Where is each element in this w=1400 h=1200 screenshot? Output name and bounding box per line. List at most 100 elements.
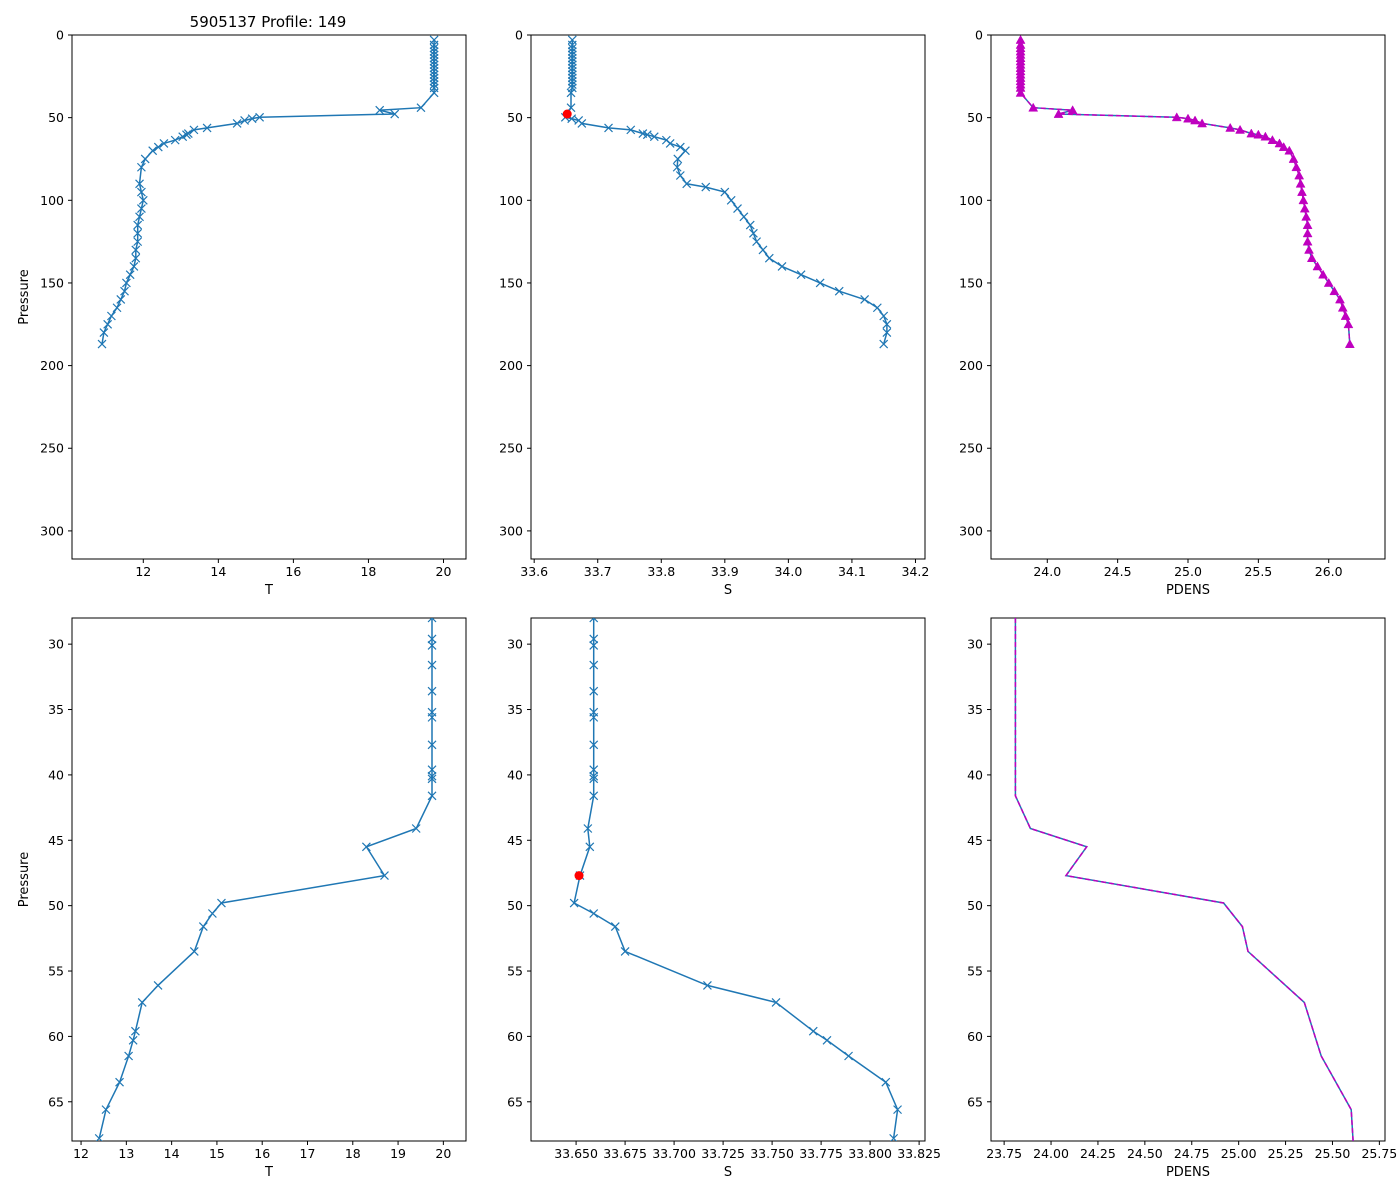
data-point (1329, 286, 1340, 296)
data-point (1306, 253, 1317, 263)
data-point (153, 980, 163, 990)
axes-frame (530, 617, 926, 1142)
data-point (427, 660, 437, 670)
data-point (764, 253, 774, 263)
data-point (128, 1035, 138, 1045)
data-point (567, 57, 577, 66)
data-point (427, 712, 437, 722)
data-point (860, 295, 870, 304)
figure-title: 5905137 Profile: 149 (190, 13, 347, 31)
y-tick-label: 300 (959, 523, 983, 538)
data-point (589, 774, 599, 784)
data-point (745, 220, 755, 230)
data-point (1337, 302, 1348, 312)
data-point (106, 311, 116, 321)
data-point (429, 70, 439, 80)
data-point (1302, 220, 1313, 229)
x-tick-label: 12 (135, 564, 151, 579)
data-point (416, 103, 426, 113)
x-tick-label: 18 (360, 564, 376, 579)
data-point (675, 171, 685, 180)
y-tick-label: 65 (48, 1094, 64, 1109)
data-point (1298, 195, 1309, 205)
data-point (1015, 87, 1026, 97)
data-point (1291, 162, 1302, 172)
data-point (1246, 128, 1257, 138)
plot-area (94, 618, 437, 1141)
data-point (427, 765, 437, 775)
y-tick-label: 50 (48, 898, 64, 913)
data-point (583, 824, 593, 833)
axes-frame (71, 34, 467, 560)
data-point (170, 135, 180, 145)
data-point (589, 660, 599, 670)
data-point (1302, 228, 1313, 238)
data-point (567, 80, 577, 90)
data-point (217, 898, 226, 908)
data-point (137, 997, 147, 1007)
data-point (202, 123, 212, 133)
data-point (207, 909, 217, 918)
data-point (1318, 269, 1329, 279)
data-point (665, 139, 675, 148)
y-tick-label: 50 (967, 110, 983, 125)
x-tick-label: 24.75 (1174, 1146, 1210, 1161)
data-point (626, 125, 636, 135)
data-point (796, 270, 806, 280)
data-point (726, 195, 736, 205)
x-axis-label: T (264, 583, 273, 598)
data-point (1028, 102, 1039, 112)
data-point (1067, 105, 1078, 115)
data-point (429, 43, 439, 53)
data-point (567, 70, 577, 80)
data-point (589, 634, 599, 644)
data-point (427, 641, 437, 650)
x-tick-label: 24.00 (1033, 1146, 1069, 1161)
x-tick-label: 25.25 (1268, 1146, 1304, 1161)
data-point (881, 1077, 891, 1087)
x-tick-label: 14 (164, 1146, 180, 1161)
data-point (1323, 277, 1334, 287)
data-point (569, 898, 579, 908)
y-tick-label: 200 (40, 358, 64, 373)
x-tick-label: 17 (300, 1146, 316, 1161)
data-point (1312, 261, 1323, 271)
y-tick-label: 60 (967, 1029, 983, 1044)
data-point (1253, 129, 1264, 139)
panel-bottom-T: 12 13 14 15 16 17 18 19 20 30 35 40 45 50 55 60 65 T Press… (17, 617, 467, 1180)
series-line (564, 40, 888, 345)
x-tick-label: 24.0 (1033, 564, 1061, 579)
data-point (771, 997, 781, 1007)
data-point (620, 946, 630, 956)
panel-top-S: 33.6 33.7 33.8 33.9 34.0 34.1 34.2 0 50 100 150 200… (499, 28, 929, 599)
data-point (427, 774, 437, 784)
data-point (99, 328, 109, 337)
y-axis-label: Pressure (17, 852, 32, 908)
data-point (879, 311, 889, 321)
data-point (198, 922, 208, 931)
x-tick-label: 33.775 (799, 1146, 843, 1161)
series-line (101, 40, 435, 345)
data-point (135, 179, 144, 189)
x-tick-label: 33.8 (647, 564, 675, 579)
x-axis-label: T (264, 1165, 273, 1180)
x-tick-label: 33.9 (711, 564, 739, 579)
data-point (733, 204, 742, 213)
x-tick-label: 25.5 (1244, 564, 1272, 579)
data-point (649, 132, 659, 142)
data-point (893, 1105, 902, 1115)
x-tick-label: 25.0 (1174, 564, 1202, 579)
data-point (1343, 319, 1354, 329)
data-point (567, 76, 577, 86)
data-point (427, 634, 437, 644)
data-point (680, 146, 690, 156)
x-tick-label: 25.50 (1315, 1146, 1351, 1161)
series-line (573, 618, 899, 1139)
data-point (121, 278, 131, 288)
x-tick-label: 33.800 (848, 1146, 892, 1161)
data-point (427, 791, 437, 801)
data-point (589, 618, 599, 623)
y-tick-label: 50 (967, 898, 983, 913)
y-tick-label: 100 (499, 193, 523, 208)
data-point (1183, 113, 1193, 123)
